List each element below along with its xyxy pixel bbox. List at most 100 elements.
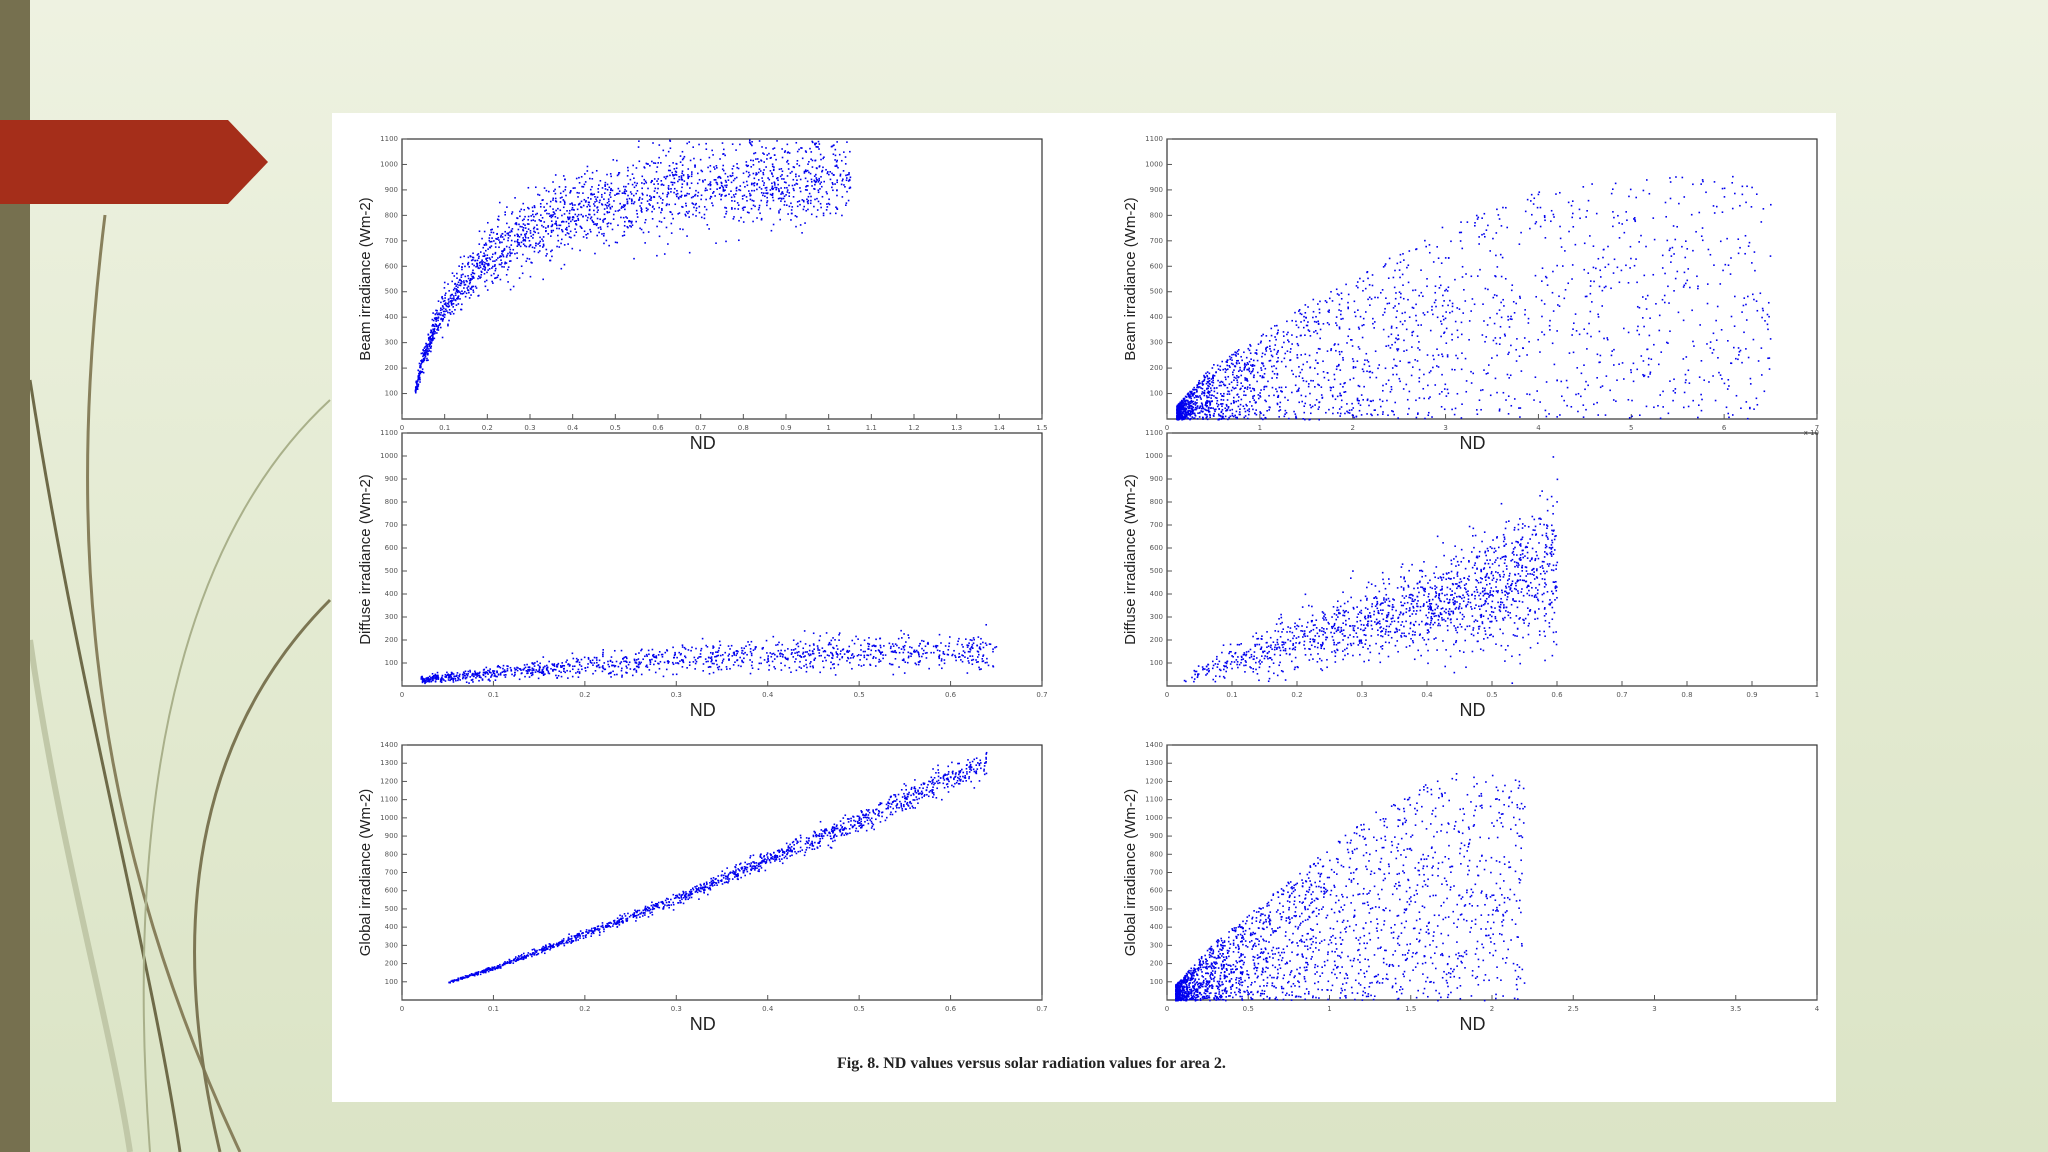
scatter-point bbox=[1478, 236, 1480, 238]
scatter-point bbox=[1288, 417, 1290, 420]
scatter-point bbox=[1459, 240, 1462, 242]
scatter-point bbox=[498, 239, 500, 241]
scatter-point bbox=[431, 672, 434, 675]
scatter-point bbox=[501, 250, 504, 253]
scatter-point bbox=[460, 308, 463, 311]
scatter-point bbox=[839, 175, 842, 177]
scatter-point bbox=[516, 235, 519, 238]
scatter-point bbox=[596, 206, 599, 208]
scatter-point bbox=[676, 189, 678, 192]
scatter-point bbox=[961, 643, 963, 646]
scatter-point bbox=[706, 189, 708, 192]
scatter-point bbox=[1226, 409, 1229, 411]
scatter-point bbox=[593, 205, 596, 207]
scatter-point bbox=[1669, 247, 1671, 250]
scatter-point bbox=[638, 199, 640, 201]
scatter-point bbox=[1283, 341, 1285, 344]
scatter-point bbox=[809, 172, 812, 175]
scatter-point bbox=[530, 261, 532, 264]
scatter-point bbox=[549, 215, 551, 218]
scatter-point bbox=[1304, 418, 1306, 421]
scatter-point bbox=[1189, 418, 1191, 421]
scatter-point bbox=[679, 660, 681, 662]
scatter-point bbox=[831, 182, 834, 184]
scatter-point bbox=[1284, 413, 1286, 416]
scatter-point bbox=[1179, 414, 1182, 417]
scatter-point bbox=[1216, 397, 1218, 399]
scatter-point bbox=[1548, 413, 1550, 415]
scatter-point bbox=[418, 374, 421, 376]
scatter-point bbox=[722, 164, 725, 167]
scatter-point bbox=[526, 257, 529, 260]
scatter-point bbox=[503, 671, 506, 673]
scatter-point bbox=[571, 202, 573, 204]
scatter-point bbox=[1434, 384, 1437, 386]
scatter-point bbox=[765, 189, 768, 192]
scatter-point bbox=[1206, 402, 1208, 404]
scatter-point bbox=[1300, 394, 1303, 397]
scatter-point bbox=[1288, 340, 1290, 343]
scatter-point bbox=[785, 194, 787, 196]
scatter-point bbox=[803, 205, 806, 208]
scatter-point bbox=[1460, 333, 1463, 336]
scatter-point bbox=[777, 188, 780, 190]
scatter-point bbox=[1255, 413, 1258, 416]
scatter-point bbox=[490, 240, 493, 243]
scatter-point bbox=[1319, 337, 1321, 340]
scatter-point bbox=[653, 190, 656, 192]
scatter-point bbox=[451, 300, 454, 302]
scatter-point bbox=[1293, 410, 1295, 413]
scatter-point bbox=[1403, 339, 1405, 342]
scatter-point bbox=[1464, 300, 1467, 302]
scatter-point bbox=[1246, 388, 1249, 390]
scatter-point bbox=[976, 650, 979, 653]
scatter-point bbox=[753, 152, 755, 155]
scatter-point bbox=[694, 662, 697, 665]
scatter-point bbox=[568, 209, 571, 212]
scatter-point bbox=[1212, 381, 1215, 384]
scatter-point bbox=[609, 672, 612, 675]
scatter-point bbox=[1304, 334, 1306, 337]
scatter-point bbox=[681, 172, 683, 175]
scatter-point bbox=[1203, 379, 1205, 382]
scatter-point bbox=[1187, 399, 1189, 402]
scatter-point bbox=[760, 191, 763, 194]
scatter-point bbox=[1377, 296, 1379, 299]
scatter-point bbox=[1641, 317, 1644, 319]
scatter-point bbox=[550, 231, 553, 234]
scatter-point bbox=[796, 201, 799, 203]
scatter-point bbox=[936, 649, 939, 652]
scatter-point bbox=[1454, 278, 1456, 281]
scatter-point bbox=[792, 166, 795, 168]
scatter-point bbox=[509, 252, 512, 255]
scatter-point bbox=[805, 663, 807, 666]
scatter-point bbox=[1197, 385, 1199, 388]
scatter-point bbox=[1496, 208, 1498, 211]
scatter-point bbox=[1236, 379, 1238, 382]
scatter-point bbox=[440, 307, 442, 310]
scatter-point bbox=[524, 233, 526, 236]
scatter-point bbox=[1664, 201, 1667, 204]
scatter-point bbox=[731, 168, 734, 170]
scatter-point bbox=[485, 279, 488, 282]
scatter-point bbox=[712, 192, 714, 194]
scatter-point bbox=[1370, 298, 1373, 300]
scatter-point bbox=[486, 259, 488, 262]
scatter-point bbox=[1177, 418, 1179, 421]
scatter-point bbox=[603, 232, 605, 235]
scatter-point bbox=[1183, 416, 1185, 419]
scatter-point bbox=[1658, 314, 1661, 317]
scatter-point bbox=[1468, 320, 1471, 322]
scatter-point bbox=[431, 318, 434, 321]
scatter-point bbox=[675, 193, 678, 196]
scatter-point bbox=[496, 218, 499, 221]
scatter-point bbox=[1190, 395, 1192, 398]
scatter-point bbox=[1483, 212, 1486, 215]
scatter-point bbox=[1607, 263, 1610, 266]
scatter-point bbox=[1192, 388, 1194, 391]
scatter-point bbox=[1218, 408, 1221, 410]
scatter-point bbox=[1539, 225, 1542, 228]
scatter-point bbox=[1693, 345, 1695, 347]
scatter-point bbox=[806, 201, 809, 203]
scatter-point bbox=[702, 670, 705, 672]
